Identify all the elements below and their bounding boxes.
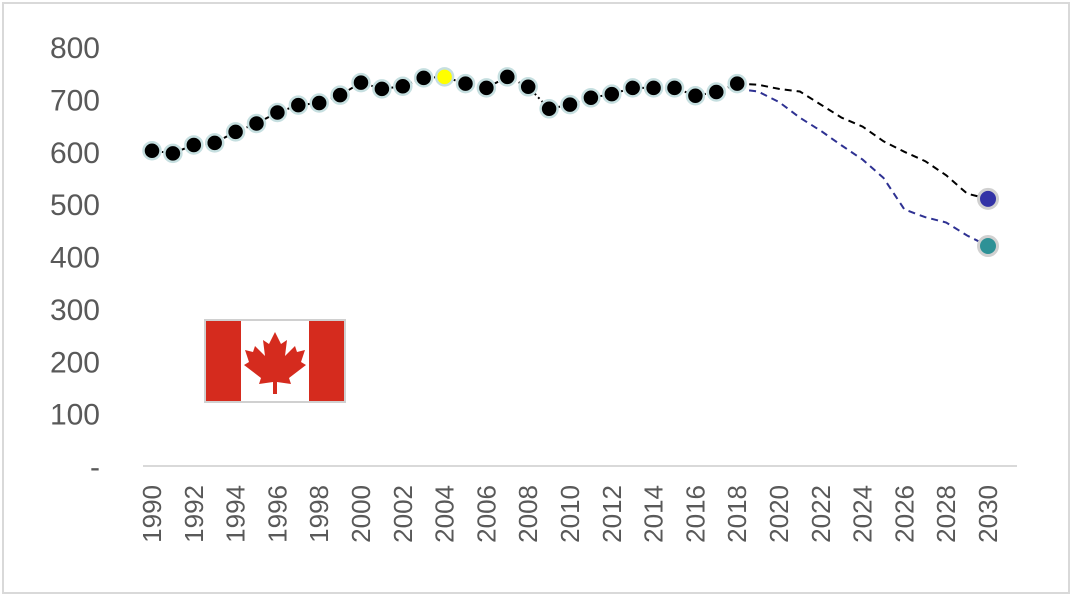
- x-tick-label: 2004: [430, 485, 460, 543]
- x-tick-label: 2014: [639, 485, 669, 543]
- data-point: [727, 73, 747, 94]
- y-tick-label: 400: [50, 242, 100, 275]
- series-line: [737, 87, 989, 247]
- data-point: [225, 122, 246, 142]
- data-point: [643, 78, 664, 98]
- x-tick-label: 2008: [513, 485, 543, 543]
- x-tick-label: 2006: [471, 485, 501, 543]
- data-point: [330, 85, 350, 105]
- y-tick-label: -: [90, 451, 100, 484]
- target-point: [977, 235, 999, 258]
- x-tick-label: 1992: [179, 485, 209, 543]
- x-tick-label: 1994: [221, 485, 251, 543]
- data-point: [413, 68, 434, 88]
- data-point: [163, 143, 183, 164]
- canada-flag-icon: [204, 319, 346, 403]
- data-point: [602, 84, 622, 104]
- data-point: [309, 93, 329, 113]
- data-point: [267, 102, 288, 123]
- series-markers: [142, 67, 999, 258]
- data-point: [622, 78, 643, 98]
- target-point: [977, 187, 999, 210]
- y-tick-label: 500: [50, 189, 100, 222]
- x-tick-label: 2016: [680, 485, 710, 543]
- x-tick-label: 2028: [931, 485, 961, 543]
- y-axis-ticks: 800 700 600 500 400 300 200 100 -: [50, 32, 100, 484]
- x-tick-label: 2002: [388, 485, 418, 543]
- data-point: [393, 76, 413, 97]
- data-point: [372, 79, 392, 99]
- x-tick-label: 2024: [848, 485, 878, 543]
- data-point: [142, 140, 162, 161]
- data-point: [497, 67, 518, 87]
- x-tick-label: 2018: [722, 485, 752, 543]
- data-point: [706, 82, 727, 102]
- series-line: [737, 82, 989, 200]
- x-tick-label: 2030: [973, 485, 1003, 543]
- data-point: [476, 78, 497, 98]
- x-tick-label: 1996: [262, 485, 292, 543]
- y-tick-label: 100: [50, 399, 100, 432]
- y-tick-label: 600: [50, 137, 100, 170]
- x-tick-label: 2022: [806, 485, 836, 543]
- x-tick-label: 1990: [137, 485, 167, 543]
- data-point: [664, 78, 685, 98]
- data-point: [581, 88, 601, 108]
- data-point: [560, 94, 580, 115]
- x-tick-label: 2010: [555, 485, 585, 543]
- data-point: [434, 67, 455, 87]
- x-tick-label: 2026: [889, 485, 919, 543]
- x-tick-label: 2000: [346, 485, 376, 543]
- x-axis-ticks: 1990 1992 1994 1996 1998 2000 2002 2004 2006 2008…: [137, 485, 1003, 543]
- data-point: [351, 72, 371, 93]
- y-tick-label: 200: [50, 346, 100, 379]
- data-point: [204, 133, 225, 153]
- y-tick-label: 700: [50, 84, 100, 117]
- x-tick-label: 2020: [764, 485, 794, 543]
- data-point: [685, 85, 706, 106]
- data-point: [455, 73, 476, 94]
- data-point: [288, 95, 309, 115]
- y-tick-label: 800: [50, 32, 100, 65]
- data-point: [539, 99, 559, 119]
- x-tick-label: 1998: [304, 485, 334, 543]
- data-point: [518, 77, 538, 97]
- y-tick-label: 300: [50, 294, 100, 327]
- data-point: [246, 113, 267, 134]
- x-tick-label: 2012: [597, 485, 627, 543]
- data-point: [184, 135, 204, 155]
